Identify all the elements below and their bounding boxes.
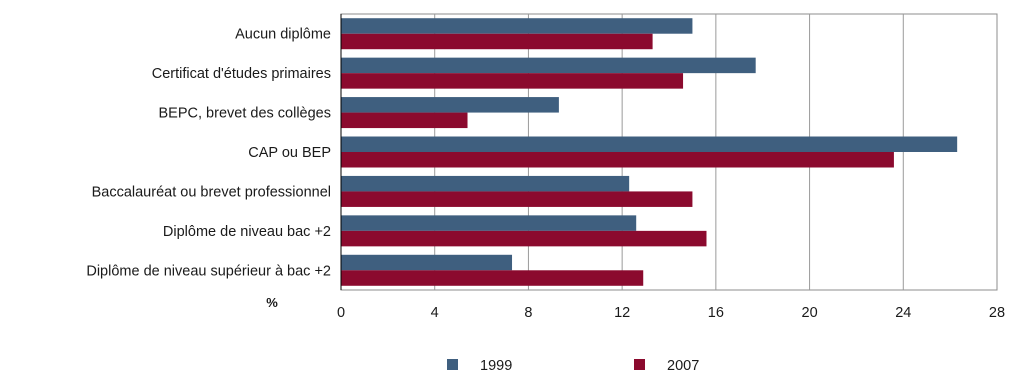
x-tick-label: 12 (614, 305, 630, 321)
category-labels: Aucun diplôme Certificat d'études primair… (86, 27, 331, 280)
x-tick-label: 20 (802, 305, 818, 321)
bar-2007-7 (341, 270, 644, 286)
legend-swatch-1999 (447, 359, 458, 370)
category-label: Baccalauréat ou brevet professionnel (92, 184, 331, 200)
x-axis-label: % (266, 295, 278, 310)
bar-1999-3 (341, 97, 559, 113)
bar-1999-7 (341, 254, 513, 271)
bar-2007-6 (341, 230, 707, 247)
bar-1999-1 (341, 18, 693, 34)
legend: 1999 2007 (447, 358, 699, 374)
legend-label-1999: 1999 (480, 358, 512, 374)
legend-swatch-2007 (634, 359, 645, 370)
category-label: BEPC, brevet des collèges (159, 106, 331, 122)
x-tick-label: 16 (708, 305, 724, 321)
bar-1999-6 (341, 215, 637, 231)
category-label: Diplôme de niveau bac +2 (163, 224, 331, 240)
category-label: Certificat d'études primaires (152, 66, 331, 82)
bar-2007-2 (341, 73, 684, 89)
x-tick-label: 8 (524, 305, 532, 321)
bar-2007-3 (341, 112, 468, 129)
x-tick-label: 28 (989, 305, 1005, 321)
x-tick-label: 24 (895, 305, 911, 321)
bar-1999-2 (341, 57, 756, 74)
bar-2007-1 (341, 33, 653, 50)
x-tick-label: 0 (337, 305, 345, 321)
x-tick-label: 4 (431, 305, 439, 321)
bar-1999-5 (341, 175, 630, 192)
legend-label-2007: 2007 (667, 358, 699, 374)
category-label: Diplôme de niveau supérieur à bac +2 (86, 263, 331, 279)
category-label: Aucun diplôme (235, 27, 331, 43)
category-label: CAP ou BEP (248, 145, 331, 161)
bar-1999-4 (341, 136, 958, 152)
bar-2007-4 (341, 152, 894, 168)
bars (341, 18, 958, 286)
bar-2007-5 (341, 191, 693, 207)
x-tick-labels: 0 4 8 12 16 20 24 28 (337, 305, 1005, 321)
